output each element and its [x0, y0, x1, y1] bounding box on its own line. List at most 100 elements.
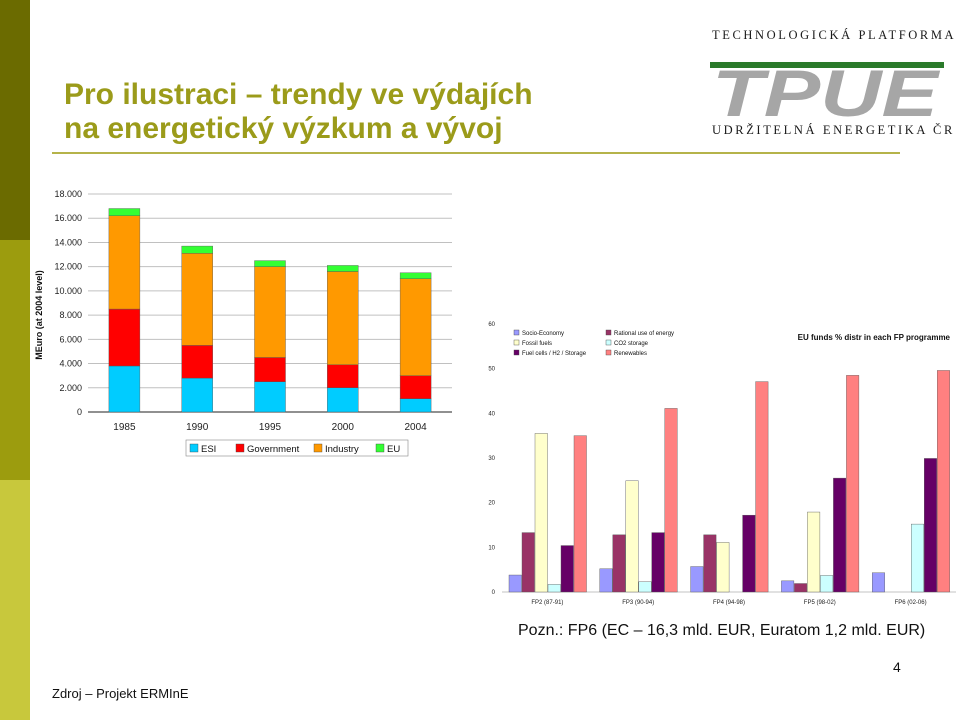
bar-eu-1990	[181, 245, 213, 254]
sidebar-band-mid	[0, 240, 30, 480]
x-tick-label: 1985	[113, 422, 136, 433]
bar-FP6-3	[911, 523, 924, 593]
bar-FP5-4	[833, 477, 847, 593]
chart1-legend: ESI Government Industry EU	[185, 439, 409, 457]
bar-industry-1985	[108, 215, 141, 310]
y-tick-label: 30	[488, 456, 495, 462]
x-tick-label: FP2 (87-91)	[531, 600, 563, 606]
bar-industry-2004	[399, 278, 432, 376]
legend-swatch	[605, 339, 612, 346]
bar-FP4-2	[716, 542, 730, 593]
y-tick-label: 60	[488, 322, 495, 328]
legend-swatch	[605, 349, 612, 356]
legend-swatch	[605, 329, 612, 336]
sidebar-band-light	[0, 480, 30, 720]
footnote: Pozn.: FP6 (EC – 16,3 mld. EUR, Euratom …	[518, 622, 926, 639]
legend-swatch	[513, 329, 520, 336]
bar-FP3-1	[612, 534, 626, 593]
bar-FP5-2	[807, 511, 821, 593]
bar-FP3-2	[625, 480, 639, 593]
bar-industry-2000	[327, 271, 359, 365]
y-tick-label: 0	[77, 407, 82, 417]
bar-government-1990	[181, 345, 213, 379]
page-title: Pro ilustraci – trendy ve výdajích na en…	[64, 78, 533, 146]
legend-label: Industry	[325, 444, 359, 455]
y-tick-label: 2.000	[59, 383, 82, 393]
y-axis-label: MEuro (at 2004 level)	[34, 270, 44, 360]
bar-FP2-5	[573, 435, 587, 593]
y-tick-label: 6.000	[59, 334, 82, 344]
bar-esi-2004	[399, 398, 432, 413]
bar-FP3-5	[664, 408, 678, 593]
x-tick-label: 1995	[259, 422, 282, 433]
legend-label: Socio-Economy	[522, 331, 564, 337]
bar-government-1985	[108, 308, 141, 367]
y-tick-label: 4.000	[59, 359, 82, 369]
x-tick-label: 1990	[186, 422, 209, 433]
x-tick-label: 2000	[332, 422, 355, 433]
bar-FP4-5	[755, 381, 769, 593]
bar-FP2-2	[534, 433, 548, 593]
page-number: 4	[893, 659, 901, 675]
x-tick-label: FP6 (02-06)	[895, 600, 927, 606]
legend-label: Fuel cells / H2 / Storage	[522, 351, 587, 357]
bar-FP2-3	[547, 584, 561, 593]
bar-FP4-4	[742, 514, 756, 593]
y-tick-label: 20	[488, 501, 495, 507]
bar-FP4-0	[690, 566, 704, 593]
bar-esi-2000	[327, 387, 359, 413]
bar-FP2-4	[560, 545, 574, 593]
chart-title: EU funds % distr in each FP programme	[798, 333, 951, 342]
sidebar-band-dark	[0, 0, 30, 240]
y-tick-label: 10	[488, 545, 495, 551]
bar-FP5-5	[846, 375, 860, 593]
logo-bottom-text: UDRŽITELNÁ ENERGETIKA ČR	[712, 123, 955, 137]
x-tick-label: 2004	[404, 422, 427, 433]
rd-spending-stacked-chart: 0 2.000 4.000 6.000 8.000 10.000 12.000 14.000 1…	[34, 189, 452, 457]
legend-swatch	[235, 443, 245, 453]
y-tick-label: 10.000	[54, 286, 82, 296]
bar-industry-1990	[181, 253, 213, 346]
legend-label: Fossil fuels	[522, 341, 552, 347]
bar-government-2004	[399, 375, 432, 399]
bar-FP6-5	[937, 370, 950, 593]
y-tick-label: 40	[488, 411, 495, 417]
legend-frame	[510, 326, 696, 362]
legend-swatch	[189, 443, 199, 453]
page-title-line2: na energetický výzkum a vývoj	[64, 112, 503, 145]
y-tick-label: 14.000	[54, 237, 82, 247]
logo-mark-text: TPUE	[712, 56, 941, 130]
bar-FP5-3	[820, 575, 834, 593]
y-tick-label: 50	[488, 367, 495, 373]
y-tick-label: 18.000	[54, 189, 82, 199]
bar-industry-1995	[254, 266, 286, 358]
legend-label: EU	[387, 444, 400, 455]
title-divider	[52, 152, 900, 154]
legend-label: Government	[247, 444, 300, 455]
chart2-legend: Socio-Economy Rational use of energy Fossi…	[510, 326, 696, 362]
y-tick-label: 8.000	[59, 310, 82, 320]
x-tick-label: FP3 (90-94)	[622, 600, 654, 606]
bar-FP2-0	[508, 574, 522, 593]
y-tick-label: 12.000	[54, 262, 82, 272]
bar-esi-1985	[108, 365, 141, 413]
source-citation: Zdroj – Projekt ERMInE	[52, 686, 189, 701]
sidebar-decoration	[0, 0, 30, 720]
bar-FP6-0	[872, 572, 885, 593]
bar-FP3-3	[638, 581, 652, 593]
bar-esi-1995	[254, 381, 286, 413]
x-tick-label: FP5 (98-02)	[804, 600, 836, 606]
bar-FP3-0	[599, 568, 613, 593]
legend-swatch	[313, 443, 323, 453]
legend-label: ESI	[201, 444, 216, 455]
legend-swatch	[375, 443, 385, 453]
legend-label: Renewables	[614, 351, 647, 357]
y-tick-label: 0	[492, 590, 496, 596]
bar-eu-2004	[399, 272, 432, 279]
legend-swatch	[513, 339, 520, 346]
bar-eu-2000	[327, 265, 359, 272]
bar-FP2-1	[521, 532, 535, 593]
bar-eu-1995	[254, 260, 286, 267]
legend-label: Rational use of energy	[614, 331, 674, 337]
y-tick-label: 16.000	[54, 213, 82, 223]
